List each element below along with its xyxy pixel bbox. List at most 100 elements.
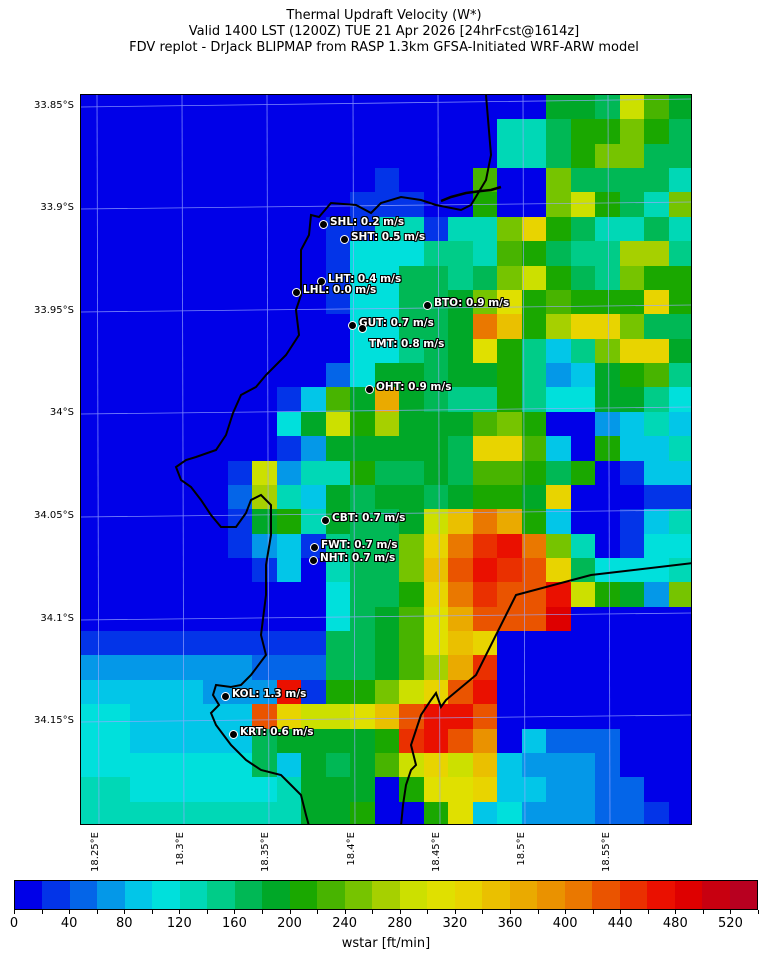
- grid-cell: [668, 728, 691, 753]
- site-label-kol: KOL: 1.3 m/s: [232, 688, 307, 700]
- grid-cell: [399, 411, 424, 437]
- grid-cell: [570, 363, 596, 388]
- grid-cell: [570, 314, 596, 339]
- source-subtitle: FDV replot - DrJack BLIPMAP from RASP 1.…: [129, 40, 639, 55]
- grid-cell: [203, 655, 228, 680]
- grid-cell: [227, 338, 253, 364]
- grid-cell: [154, 728, 179, 753]
- latitude-label: 34.1°S: [40, 613, 74, 624]
- grid-cell: [472, 411, 498, 437]
- grid-cell: [154, 509, 179, 534]
- grid-cell: [448, 631, 473, 656]
- colorbar-tick-label: 320: [442, 916, 468, 931]
- grid-cell: [546, 460, 571, 485]
- grid-cell: [423, 606, 449, 632]
- grid-cell: [668, 411, 691, 437]
- latitude-label: 33.95°S: [34, 305, 74, 316]
- colorbar-segment: [482, 881, 510, 909]
- grid-cell: [497, 704, 522, 729]
- site-label-cbt: CBT: 0.7 m/s: [332, 512, 406, 524]
- grid-cell: [227, 241, 253, 266]
- grid-cell: [521, 777, 547, 802]
- grid-cell: [129, 460, 155, 485]
- grid-cell: [129, 216, 155, 242]
- grid-cell: [325, 387, 351, 412]
- grid-cell: [301, 338, 326, 364]
- grid-cell: [399, 387, 424, 412]
- grid-cell: [546, 168, 571, 193]
- grid-cell: [129, 95, 155, 120]
- grid-cell: [105, 168, 130, 193]
- colorbar-tick-label: 280: [387, 916, 413, 931]
- grid-cell: [595, 777, 620, 802]
- grid-cell: [668, 314, 691, 339]
- grid-cell: [252, 192, 277, 217]
- grid-cell: [668, 95, 691, 120]
- grid-cell: [472, 143, 498, 169]
- grid-cell: [497, 289, 522, 315]
- colorbar-tick-label: 0: [9, 916, 19, 931]
- grid-cell: [276, 679, 302, 705]
- grid-cell: [644, 289, 669, 315]
- grid-cell: [154, 557, 179, 583]
- grid-cell: [203, 168, 228, 193]
- grid-cell: [252, 95, 277, 120]
- grid-cell: [668, 752, 691, 778]
- colorbar-segment: [674, 881, 703, 909]
- colorbar-tick: [702, 910, 704, 914]
- grid-cell: [399, 338, 424, 364]
- grid-cell: [252, 509, 277, 534]
- grid-cell: [668, 119, 691, 144]
- grid-cell: [154, 533, 179, 558]
- grid-cell: [570, 728, 596, 753]
- grid-cell: [203, 752, 228, 778]
- grid-cell: [227, 777, 253, 802]
- grid-cell: [325, 338, 351, 364]
- grid-cell: [350, 801, 375, 824]
- grid-cell: [619, 119, 645, 144]
- grid-cell: [374, 801, 400, 824]
- grid-cell: [423, 241, 449, 266]
- grid-cell: [129, 265, 155, 290]
- grid-cell: [595, 241, 620, 266]
- grid-cell: [105, 363, 130, 388]
- grid-cell: [154, 411, 179, 437]
- grid-cell: [178, 801, 204, 824]
- grid-cell: [448, 777, 473, 802]
- colorbar-segment: [509, 881, 538, 909]
- grid-cell: [81, 679, 106, 705]
- grid-cell: [252, 533, 277, 558]
- grid-cell: [178, 728, 204, 753]
- grid-cell: [570, 387, 596, 412]
- grid-cell: [521, 679, 547, 705]
- grid-cell: [423, 533, 449, 558]
- grid-cell: [521, 338, 547, 364]
- grid-cell: [350, 143, 375, 169]
- grid-cell: [374, 363, 400, 388]
- grid-cell: [448, 436, 473, 461]
- grid-cell: [178, 241, 204, 266]
- grid-cell: [472, 436, 498, 461]
- grid-cell: [497, 484, 522, 510]
- grid-cell: [325, 704, 351, 729]
- grid-cell: [129, 801, 155, 824]
- grid-cell: [301, 289, 326, 315]
- grid-cell: [81, 509, 106, 534]
- colorbar-tick-label: 120: [166, 916, 192, 931]
- grid-cell: [129, 168, 155, 193]
- grid-cell: [350, 777, 375, 802]
- grid-cell: [325, 606, 351, 632]
- grid-cell: [472, 533, 498, 558]
- grid-cell: [399, 241, 424, 266]
- grid-cell: [399, 752, 424, 778]
- grid-cell: [546, 338, 571, 364]
- grid-cell: [423, 265, 449, 290]
- grid-cell: [399, 801, 424, 824]
- colorbar-tick: [179, 910, 181, 914]
- grid-cell: [521, 509, 547, 534]
- grid-cell: [644, 679, 669, 705]
- grid-cell: [154, 679, 179, 705]
- grid-cell: [570, 557, 596, 583]
- grid-cell: [472, 289, 498, 315]
- grid-cell: [423, 801, 449, 824]
